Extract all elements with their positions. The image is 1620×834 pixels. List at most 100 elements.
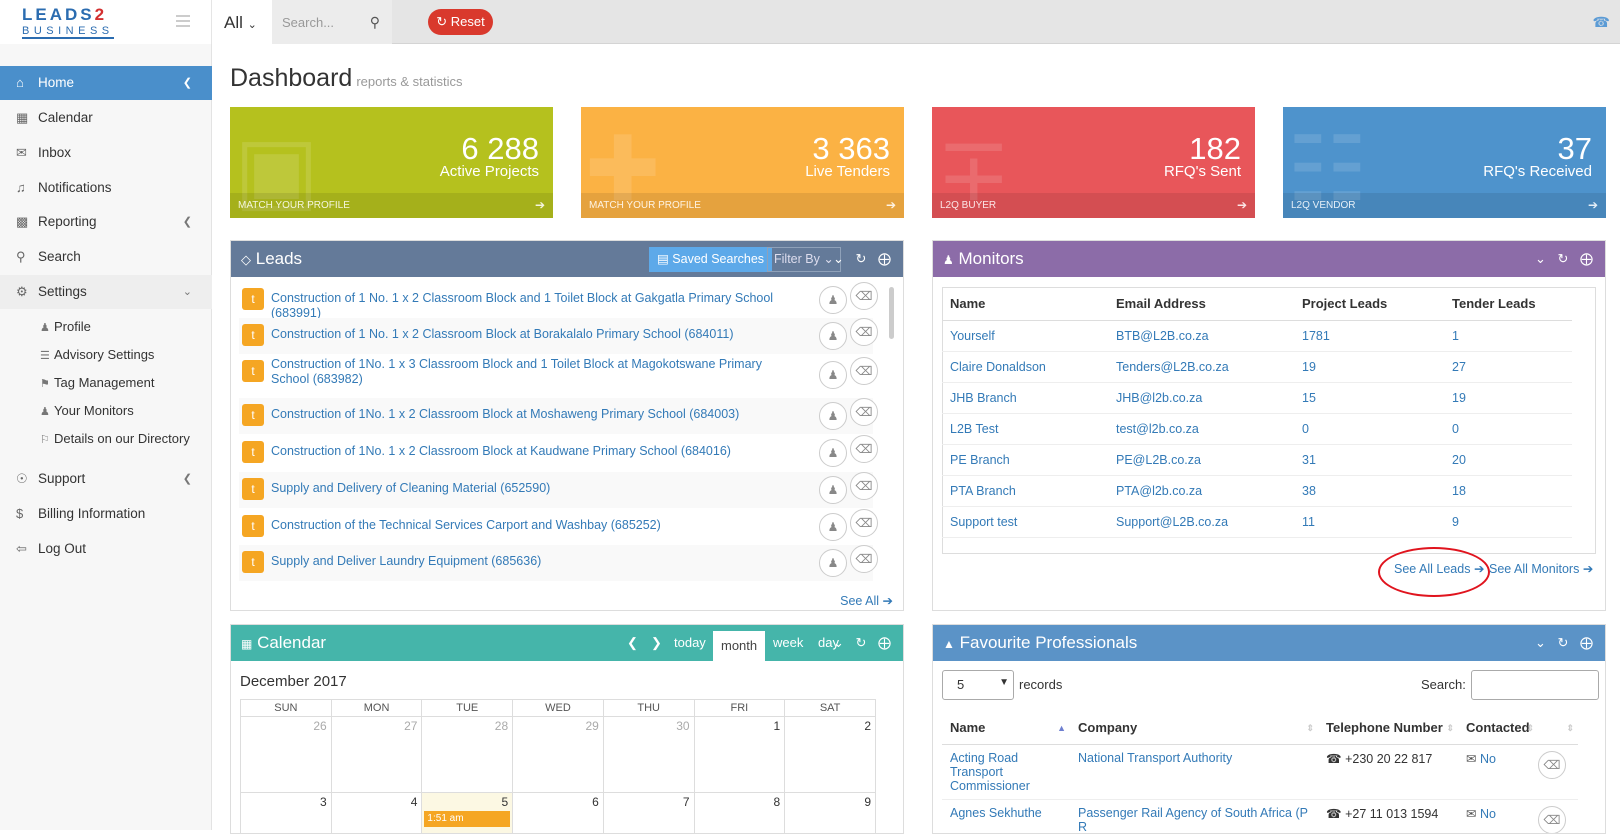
stat-card-footer[interactable]: MATCH YOUR PROFILE➔	[230, 193, 553, 218]
stat-card-footer[interactable]: MATCH YOUR PROFILE➔	[581, 193, 904, 218]
calendar-day[interactable]: 28	[422, 717, 513, 793]
delete-button[interactable]: ⌫	[850, 545, 878, 573]
delete-button[interactable]: ⌫	[850, 398, 878, 426]
sidebar-item-support[interactable]: ☉Support❮	[0, 462, 212, 496]
search-icon[interactable]: ⚲	[370, 14, 380, 31]
calendar-view-month[interactable]: month	[713, 631, 765, 661]
delete-button[interactable]: ⌫	[850, 318, 878, 346]
calendar-next-button[interactable]: ❯	[651, 625, 662, 661]
search-input[interactable]: Search...⚲	[272, 0, 392, 44]
column-header-contacted[interactable]: Contacted⇕	[1458, 711, 1538, 744]
calendar-day[interactable]: 9	[785, 793, 876, 834]
calendar-day[interactable]: 7	[603, 793, 694, 834]
calendar-day[interactable]: 2	[785, 717, 876, 793]
calendar-day[interactable]: 3	[241, 793, 332, 834]
stat-card-rfqs-sent[interactable]: ∓ 182 RFQ's Sent L2Q BUYER➔	[932, 107, 1255, 218]
calendar-day[interactable]: 29	[513, 717, 604, 793]
delete-button[interactable]: ⌫	[850, 472, 878, 500]
sidebar-subitem-advisory-settings[interactable]: ☰Advisory Settings	[40, 342, 212, 368]
assign-monitor-button[interactable]: ♟	[819, 549, 847, 577]
collapse-icon[interactable]: ⌄	[1535, 635, 1550, 650]
sidebar-item-reporting[interactable]: ▩Reporting❮	[0, 205, 212, 239]
calendar-day[interactable]: 27	[331, 717, 422, 793]
calendar-day[interactable]: 1	[694, 717, 785, 793]
sidebar-item-notifications[interactable]: ♫Notifications	[0, 171, 212, 205]
collapse-icon[interactable]: ⌄	[833, 635, 848, 650]
sidebar-subitem-your-monitors[interactable]: ♟Your Monitors	[40, 398, 212, 424]
records-select[interactable]: 5▼	[942, 670, 1014, 700]
see-all-leads-link[interactable]: See All ➔	[840, 593, 893, 608]
fullscreen-icon[interactable]: ⨁	[878, 251, 895, 266]
sidebar-subitem-directory-details[interactable]: ⚐Details on our Directory	[40, 426, 212, 452]
sidebar-item-settings[interactable]: ⚙Settings⌄	[0, 275, 212, 309]
sidebar-item-home[interactable]: ⌂Home❮	[0, 66, 212, 100]
fullscreen-icon[interactable]: ⨁	[878, 635, 895, 650]
favourites-search-input[interactable]	[1471, 670, 1599, 700]
see-all-leads-link[interactable]: See All Leads ➔	[1394, 561, 1484, 576]
calendar-view-today[interactable]: today	[674, 625, 706, 661]
sidebar-subitem-profile[interactable]: ♟Profile	[40, 314, 212, 340]
filter-by-dropdown[interactable]: Filter By ⌄	[767, 247, 841, 272]
sidebar-item-inbox[interactable]: ✉Inbox	[0, 136, 212, 170]
stat-card-rfqs-received[interactable]: ☷ 37 RFQ's Received L2Q VENDOR➔	[1283, 107, 1606, 218]
refresh-icon[interactable]: ↻	[855, 635, 870, 650]
column-header-actions[interactable]: ⇕	[1538, 711, 1578, 744]
delete-button[interactable]: ⌫	[850, 509, 878, 537]
calendar-prev-button[interactable]: ❮	[627, 625, 638, 661]
stat-card-active-projects[interactable]: ▣ 6 288 Active Projects MATCH YOUR PROFI…	[230, 107, 553, 218]
fullscreen-icon[interactable]: ⨁	[1580, 251, 1597, 266]
delete-button[interactable]: ⌫	[850, 357, 878, 385]
calendar-day[interactable]: 4	[331, 793, 422, 834]
column-header-company[interactable]: Company⇕	[1070, 711, 1318, 744]
stat-card-footer[interactable]: L2Q VENDOR➔	[1283, 193, 1606, 218]
fullscreen-icon[interactable]: ⨁	[1580, 635, 1597, 650]
sidebar-item-logout[interactable]: ⇦Log Out	[0, 532, 212, 566]
assign-monitor-button[interactable]: ♟	[819, 286, 847, 314]
assign-monitor-button[interactable]: ♟	[819, 439, 847, 467]
calendar-day[interactable]: 30	[603, 717, 694, 793]
stat-card-footer[interactable]: L2Q BUYER➔	[932, 193, 1255, 218]
column-header-name[interactable]: Name▲	[942, 711, 1070, 744]
sidebar-item-search[interactable]: ⚲Search	[0, 240, 212, 274]
headset-icon[interactable]: ☎	[1593, 14, 1610, 31]
stat-card-live-tenders[interactable]: ✚ 3 363 Live Tenders MATCH YOUR PROFILE➔	[581, 107, 904, 218]
calendar-event[interactable]: 1:51 am	[424, 811, 510, 827]
calendar-view-week[interactable]: week	[773, 625, 803, 661]
refresh-icon[interactable]: ↻	[855, 251, 870, 266]
saved-searches-button[interactable]: ▤ Saved Searches	[649, 247, 772, 272]
see-all-monitors-link[interactable]: See All Monitors ➔	[1489, 561, 1593, 576]
column-header-telephone[interactable]: Telephone Number⇕	[1318, 711, 1458, 744]
menu-toggle-icon[interactable]	[176, 15, 190, 27]
collapse-icon[interactable]: ⌄	[1535, 251, 1550, 266]
collapse-icon[interactable]: ⌄	[833, 251, 848, 266]
delete-button[interactable]: ⌫	[1538, 751, 1566, 779]
assign-monitor-button[interactable]: ♟	[819, 476, 847, 504]
assign-monitor-button[interactable]: ♟	[819, 402, 847, 430]
delete-button[interactable]: ⌫	[850, 435, 878, 463]
sidebar-item-billing[interactable]: $Billing Information	[0, 497, 212, 531]
assign-monitor-button[interactable]: ♟	[819, 361, 847, 389]
sidebar-subitem-tag-management[interactable]: ⚑Tag Management	[40, 370, 212, 396]
delete-button[interactable]: ⌫	[1538, 806, 1566, 834]
leads-scrollbar[interactable]	[889, 287, 894, 339]
sidebar-item-calendar[interactable]: ▦Calendar	[0, 101, 212, 135]
refresh-icon[interactable]: ↻	[1557, 251, 1572, 266]
reset-button[interactable]: ↻ Reset	[428, 9, 493, 35]
calendar-day[interactable]: 6	[513, 793, 604, 834]
calendar-day[interactable]: 26	[241, 717, 332, 793]
delete-button[interactable]: ⌫	[850, 282, 878, 310]
scope-select[interactable]: All ⌄	[212, 0, 272, 44]
calendar-day[interactable]: 8	[694, 793, 785, 834]
assign-monitor-button[interactable]: ♟	[819, 322, 847, 350]
assign-monitor-button[interactable]: ♟	[819, 513, 847, 541]
refresh-icon[interactable]: ↻	[1557, 635, 1572, 650]
